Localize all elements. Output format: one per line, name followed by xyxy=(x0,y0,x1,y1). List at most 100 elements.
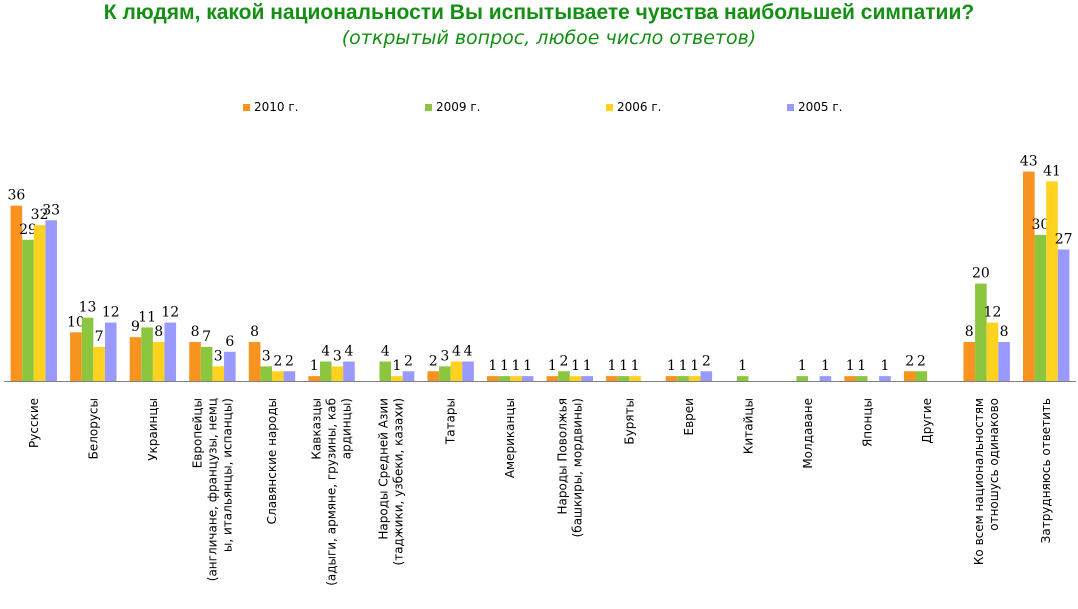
legend-label-2006: 2006 г. xyxy=(617,100,662,114)
data-label: 1 xyxy=(738,358,747,374)
bar xyxy=(248,342,261,381)
data-label: 6 xyxy=(225,334,234,350)
data-label: 2 xyxy=(404,353,413,369)
bar xyxy=(450,361,463,381)
data-label: 8 xyxy=(154,324,163,340)
data-label: 30 xyxy=(1032,217,1050,233)
x-tick-label: Украинцы xyxy=(146,398,160,461)
legend-label-2010: 2010 г. xyxy=(254,100,299,114)
legend-label-2009: 2009 г. xyxy=(436,100,481,114)
data-label: 2 xyxy=(285,353,294,369)
bar xyxy=(212,366,225,381)
x-tick-label: Ко всем национальностям отношусь одинаков… xyxy=(972,398,1001,565)
data-label: 1 xyxy=(607,358,616,374)
x-tick-label: Другие xyxy=(920,398,934,444)
legend-swatch-2009 xyxy=(425,103,432,111)
bar xyxy=(521,376,534,381)
x-tick-label-line: Татары xyxy=(444,398,458,445)
x-tick-label-line: Другие xyxy=(920,398,934,444)
x-tick-label-line: (башкиры, мордвины) xyxy=(570,398,584,537)
data-label: 1 xyxy=(310,358,319,374)
bar xyxy=(1023,171,1035,381)
data-label: 27 xyxy=(1055,232,1073,248)
x-tick-label-line: Евреи xyxy=(682,398,696,435)
data-label: 1 xyxy=(667,358,676,374)
bar xyxy=(45,220,57,381)
legend-swatch-2005 xyxy=(787,103,794,111)
legend-item-2009: 2009 г. xyxy=(425,99,480,115)
x-tick-label: Молдаване xyxy=(801,398,815,469)
data-label: 1 xyxy=(846,358,855,374)
data-label: 10 xyxy=(67,314,85,330)
bar xyxy=(581,376,593,381)
bar xyxy=(677,376,689,381)
x-tick-label: Народы Средней Азии (таджики, узбеки, каз… xyxy=(377,398,406,565)
bar xyxy=(510,376,522,381)
bar xyxy=(379,361,392,381)
data-label: 2 xyxy=(702,353,711,369)
x-tick-label: Славянские народы xyxy=(265,398,279,524)
data-label: 8 xyxy=(191,324,200,340)
data-label: 1 xyxy=(488,358,497,374)
data-label: 12 xyxy=(161,305,179,321)
bar xyxy=(487,376,499,381)
data-label: 7 xyxy=(202,329,211,345)
x-tick-label: Американцы xyxy=(503,398,517,478)
legend-item-2006: 2006 г. xyxy=(606,99,661,115)
x-tick-label-line: Народы Поволжья xyxy=(555,398,569,514)
bar xyxy=(819,376,832,381)
x-tick-label: Буряты xyxy=(622,398,636,445)
bar xyxy=(975,283,987,381)
data-label: 8 xyxy=(965,324,974,340)
x-tick-label-line: ардинцы) xyxy=(340,398,354,459)
legend-item-2005: 2005 г. xyxy=(787,99,842,115)
x-tick-label-line: отношусь одинаково xyxy=(987,398,1001,531)
bar xyxy=(152,342,165,381)
bar xyxy=(129,337,142,381)
data-label: 1 xyxy=(857,358,866,374)
data-label: 1 xyxy=(392,358,401,374)
data-label: 7 xyxy=(95,329,104,345)
bar xyxy=(164,322,177,381)
data-label: 9 xyxy=(131,319,140,335)
bar xyxy=(141,327,153,381)
bar xyxy=(629,376,641,381)
data-label: 1 xyxy=(690,358,699,374)
x-tick-label-line: (англичане, французы, немц xyxy=(205,398,219,581)
bar xyxy=(104,322,117,381)
data-label: 1 xyxy=(821,358,830,374)
legend-item-2010: 2010 г. xyxy=(243,99,298,115)
data-label: 1 xyxy=(679,358,688,374)
x-tick-label-line: Американцы xyxy=(503,398,517,478)
bar xyxy=(665,376,678,381)
x-tick-label: Китайцы xyxy=(741,398,755,454)
bar xyxy=(1046,181,1058,381)
data-label: 3 xyxy=(214,348,223,364)
data-label: 1 xyxy=(619,358,628,374)
data-label: 32 xyxy=(31,207,49,223)
bar xyxy=(998,342,1010,381)
x-tick-label: Кавказцы (адыги, армяне, грузины, каб арди… xyxy=(310,398,354,586)
x-tick-label-line: Молдаване xyxy=(801,398,815,469)
x-tick-label-line: ы, итальянцы, испанцы) xyxy=(220,398,234,552)
data-label: 8 xyxy=(250,324,259,340)
data-label: 2 xyxy=(273,353,282,369)
bar xyxy=(986,322,999,381)
data-label: 2 xyxy=(917,353,926,369)
bar xyxy=(391,376,403,381)
data-label: 20 xyxy=(972,266,990,282)
data-label: 1 xyxy=(500,358,509,374)
bar xyxy=(558,371,570,381)
x-tick-label-line: Славянские народы xyxy=(265,398,279,524)
chart-title: К людям, какой национальности Вы испытыв… xyxy=(103,1,975,24)
bar xyxy=(700,371,713,381)
data-label: 13 xyxy=(79,300,97,316)
x-tick-label-line: Народы Средней Азии xyxy=(377,398,391,540)
legend-label-2005: 2005 г. xyxy=(798,100,843,114)
data-label: 3 xyxy=(333,348,342,364)
x-tick-label-line: Русские xyxy=(27,398,41,448)
data-label: 4 xyxy=(321,344,330,360)
x-tick-label: Затрудняюсь ответить xyxy=(1039,398,1053,543)
bar xyxy=(915,371,928,381)
bar xyxy=(224,351,236,381)
